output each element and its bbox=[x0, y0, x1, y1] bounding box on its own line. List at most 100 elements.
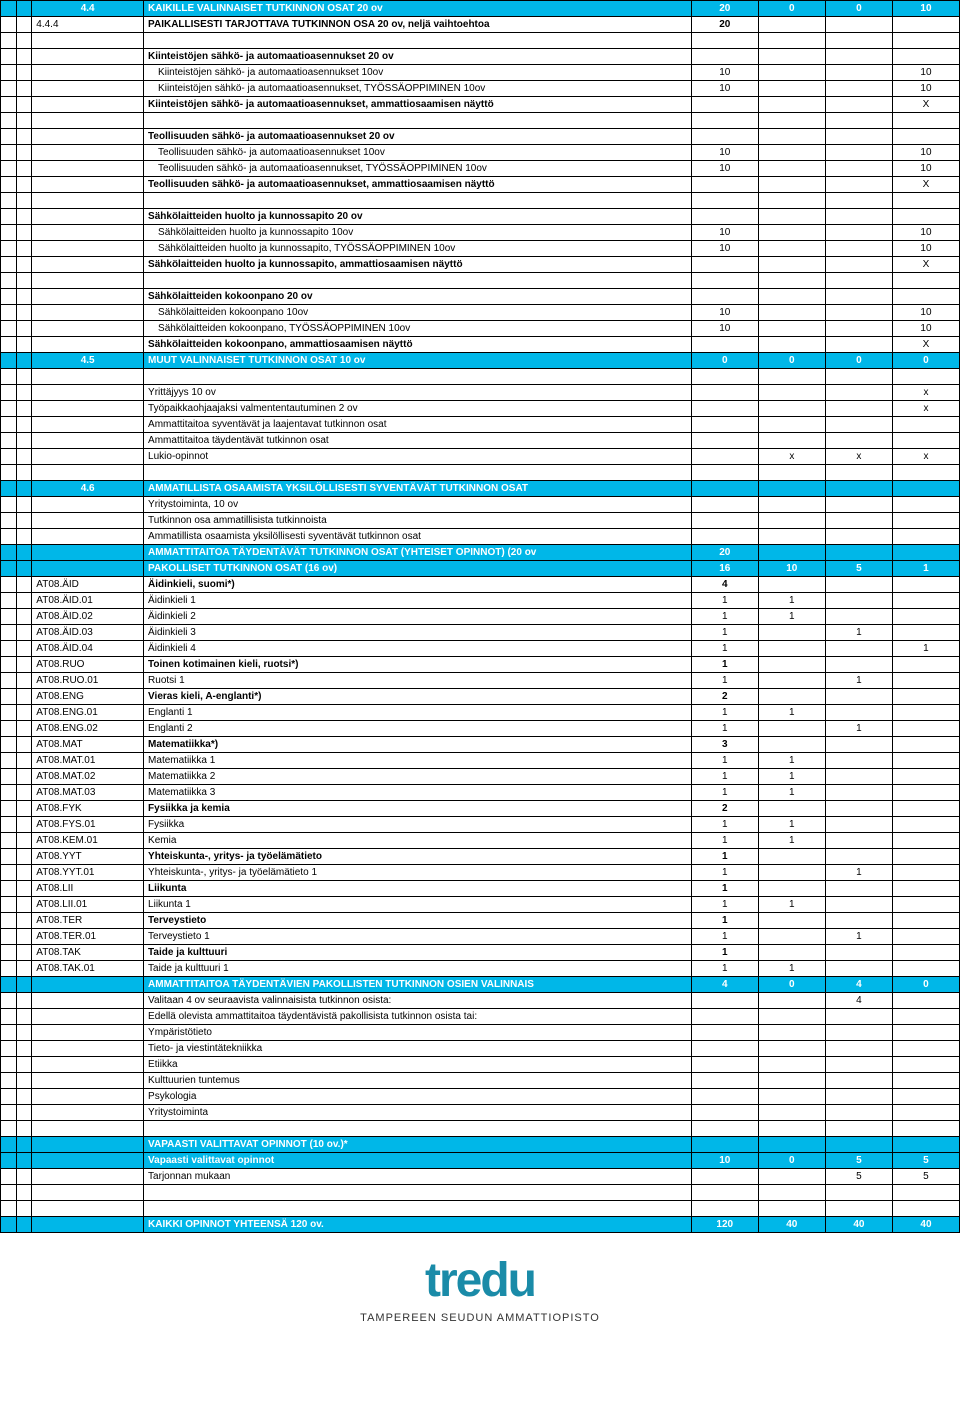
course-code: AT08.RUO.01 bbox=[32, 673, 144, 689]
table-row: Yritystoiminta bbox=[1, 1105, 960, 1121]
row-text: Äidinkieli 3 bbox=[144, 625, 692, 641]
course-row: AT08.ÄID.02Äidinkieli 211 bbox=[1, 609, 960, 625]
row-text bbox=[144, 1121, 692, 1137]
course-code bbox=[32, 273, 144, 289]
row-text: Tarjonnan mukaan bbox=[144, 1169, 692, 1185]
course-code bbox=[32, 1201, 144, 1217]
course-code bbox=[32, 1185, 144, 1201]
row-text bbox=[144, 369, 692, 385]
section-4-5: 4.5MUUT VALINNAISET TUTKINNON OSAT 10 ov… bbox=[1, 353, 960, 369]
course-row: AT08.YYTYhteiskunta-, yritys- ja työeläm… bbox=[1, 849, 960, 865]
course-code bbox=[32, 529, 144, 545]
course-code bbox=[32, 193, 144, 209]
course-code bbox=[32, 1105, 144, 1121]
logo-block: tredu TAMPEREEN SEUDUN AMMATTIOPISTO bbox=[0, 1233, 960, 1344]
course-code bbox=[32, 1041, 144, 1057]
course-code bbox=[32, 1089, 144, 1105]
blank-row bbox=[1, 273, 960, 289]
row-text: Sähkölaitteiden huolto ja kunnossapito, … bbox=[144, 257, 692, 273]
row-text: Teollisuuden sähkö- ja automaatioasennuk… bbox=[144, 145, 692, 161]
course-code bbox=[32, 129, 144, 145]
row-text: Matematiikka 2 bbox=[144, 769, 692, 785]
course-code bbox=[32, 337, 144, 353]
row-text: Kulttuurien tuntemus bbox=[144, 1073, 692, 1089]
row-text: Sähkölaitteiden kokoonpano 20 ov bbox=[144, 289, 692, 305]
blank-row bbox=[1, 193, 960, 209]
row-text: Sähkölaitteiden huolto ja kunnossapito 2… bbox=[144, 209, 692, 225]
table-row: Yrittäjyys 10 ovx bbox=[1, 385, 960, 401]
row-text: Ruotsi 1 bbox=[144, 673, 692, 689]
course-code bbox=[32, 417, 144, 433]
course-row: AT08.ÄID.03Äidinkieli 311 bbox=[1, 625, 960, 641]
section-number: 4.6 bbox=[32, 481, 144, 497]
course-row: AT08.LII.01Liikunta 111 bbox=[1, 897, 960, 913]
row-text: Lukio-opinnot bbox=[144, 449, 692, 465]
table-row: Edellä olevista ammattitaitoa täydentävi… bbox=[1, 1009, 960, 1025]
vapaasti-sub: Vapaasti valittavat opinnot10055 bbox=[1, 1153, 960, 1169]
course-row: AT08.ÄIDÄidinkieli, suomi*)4 bbox=[1, 577, 960, 593]
header-at: AMMATTITAITOA TÄYDENTÄVÄT TUTKINNON OSAT… bbox=[1, 545, 960, 561]
row-text: Sähkölaitteiden kokoonpano, ammattiosaam… bbox=[144, 337, 692, 353]
row-text: Terveystieto bbox=[144, 913, 692, 929]
course-code bbox=[32, 1057, 144, 1073]
row-text: Matematiikka 1 bbox=[144, 753, 692, 769]
blank-row bbox=[1, 1201, 960, 1217]
course-row: AT08.TERTerveystieto1 bbox=[1, 913, 960, 929]
row-text: Ammattitaitoa täydentävät tutkinnon osat bbox=[144, 433, 692, 449]
row-text: PAIKALLISESTI TARJOTTAVA TUTKINNON OSA 2… bbox=[144, 17, 692, 33]
row-text: Matematiikka*) bbox=[144, 737, 692, 753]
blank-row bbox=[1, 1121, 960, 1137]
blank-row bbox=[1, 33, 960, 49]
table-row: Teollisuuden sähkö- ja automaatioasennuk… bbox=[1, 145, 960, 161]
course-code bbox=[32, 113, 144, 129]
course-code bbox=[32, 177, 144, 193]
row-text bbox=[144, 193, 692, 209]
table-row: Ympäristötieto bbox=[1, 1025, 960, 1041]
course-code: AT08.ÄID.02 bbox=[32, 609, 144, 625]
course-code: AT08.FYS.01 bbox=[32, 817, 144, 833]
course-code: AT08.ÄID.03 bbox=[32, 625, 144, 641]
course-row: AT08.TAKTaide ja kulttuuri1 bbox=[1, 945, 960, 961]
table-row: Työpaikkaohjaajaksi valmententautuminen … bbox=[1, 401, 960, 417]
row-text: Teollisuuden sähkö- ja automaatioasennuk… bbox=[144, 129, 692, 145]
row-text bbox=[144, 33, 692, 49]
course-code bbox=[32, 81, 144, 97]
row-text: Tutkinnon osa ammatillisista tutkinnoist… bbox=[144, 513, 692, 529]
course-code: AT08.RUO bbox=[32, 657, 144, 673]
row-text: Kiinteistöjen sähkö- ja automaatioasennu… bbox=[144, 97, 692, 113]
section-title: MUUT VALINNAISET TUTKINNON OSAT 10 ov bbox=[144, 353, 692, 369]
table-row: Psykologia bbox=[1, 1089, 960, 1105]
row-text: Yrittäjyys 10 ov bbox=[144, 385, 692, 401]
course-code: AT08.TER bbox=[32, 913, 144, 929]
table-row: Kulttuurien tuntemus bbox=[1, 1073, 960, 1089]
table-row: Valitaan 4 ov seuraavista valinnaisista … bbox=[1, 993, 960, 1009]
row-text: Teollisuuden sähkö- ja automaatioasennuk… bbox=[144, 177, 692, 193]
row-text: Ammatillista osaamista yksilöllisesti sy… bbox=[144, 529, 692, 545]
row-text bbox=[144, 465, 692, 481]
row-text: Ammattitaitoa syventävät ja laajentavat … bbox=[144, 417, 692, 433]
course-code: AT08.ENG.02 bbox=[32, 721, 144, 737]
course-row: AT08.TER.01Terveystieto 111 bbox=[1, 929, 960, 945]
table-row: Sähkölaitteiden kokoonpano, TYÖSSÄOPPIMI… bbox=[1, 321, 960, 337]
course-code: AT08.FYK bbox=[32, 801, 144, 817]
course-row: AT08.FYS.01Fysiikka11 bbox=[1, 817, 960, 833]
header-vapaasti: VAPAASTI VALITTAVAT OPINNOT (10 ov.)* bbox=[1, 1137, 960, 1153]
row-text: Liikunta 1 bbox=[144, 897, 692, 913]
section-4-6: 4.6AMMATILLISTA OSAAMISTA YKSILÖLLISESTI… bbox=[1, 481, 960, 497]
course-code: AT08.ÄID.01 bbox=[32, 593, 144, 609]
section-title: KAIKKI OPINNOT YHTEENSÄ 120 ov. bbox=[144, 1217, 692, 1233]
course-code: AT08.ÄID.04 bbox=[32, 641, 144, 657]
section-title: AMMATTITAITOA TÄYDENTÄVIEN PAKOLLISTEN T… bbox=[144, 977, 692, 993]
course-row: AT08.ÄID.01Äidinkieli 111 bbox=[1, 593, 960, 609]
course-row: AT08.ÄID.04Äidinkieli 411 bbox=[1, 641, 960, 657]
row-text: Sähkölaitteiden kokoonpano, TYÖSSÄOPPIMI… bbox=[144, 321, 692, 337]
course-code: AT08.LII.01 bbox=[32, 897, 144, 913]
row-text: Työpaikkaohjaajaksi valmententautuminen … bbox=[144, 401, 692, 417]
row-text: Fysiikka bbox=[144, 817, 692, 833]
table-row: Sähkölaitteiden huolto ja kunnossapito 1… bbox=[1, 225, 960, 241]
row-text: Matematiikka 3 bbox=[144, 785, 692, 801]
row-text: Yritystoiminta, 10 ov bbox=[144, 497, 692, 513]
course-code: AT08.KEM.01 bbox=[32, 833, 144, 849]
course-row: AT08.FYKFysiikka ja kemia2 bbox=[1, 801, 960, 817]
course-code bbox=[32, 145, 144, 161]
